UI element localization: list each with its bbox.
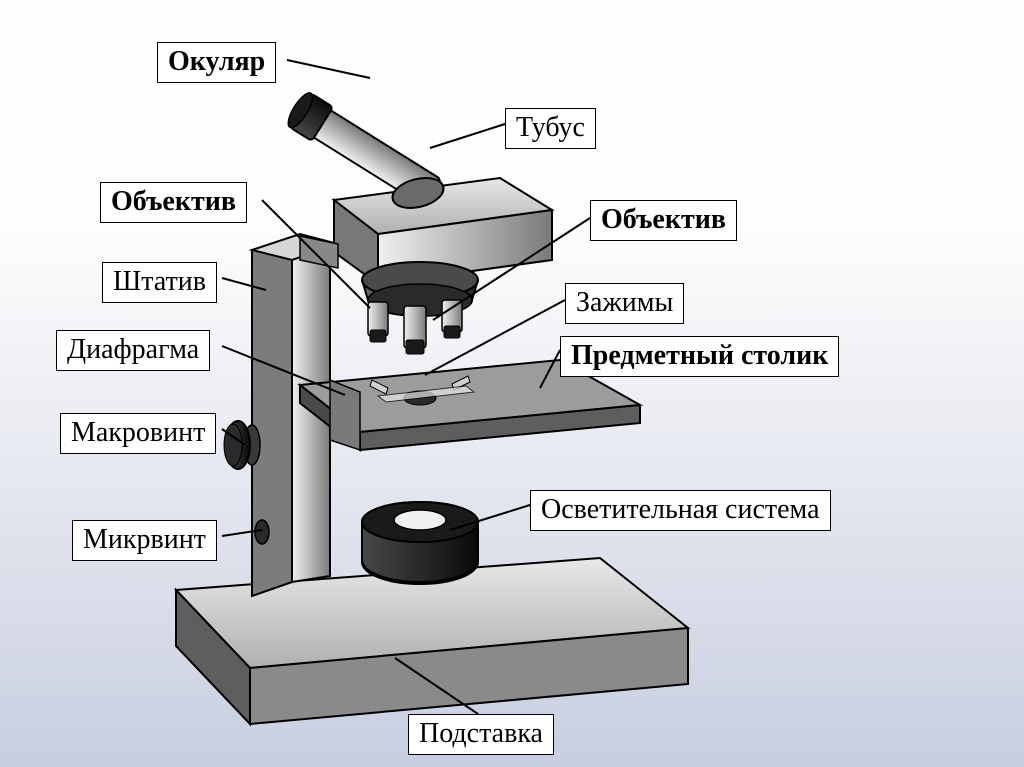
label-coarse-knob: Макровинт [60,413,216,454]
label-eyepiece: Окуляр [157,42,276,83]
label-stage: Предметный столик [560,336,839,377]
label-tube: Тубус [505,108,596,149]
fine-knob [255,520,269,544]
stage-bracket [330,380,360,450]
label-diaphragm: Диафрагма [56,330,210,371]
label-light-system: Осветительная система [530,490,831,531]
label-clamps: Зажимы [565,283,684,324]
condenser-lens [394,510,446,530]
label-stand: Штатив [102,262,217,303]
objective-2 [404,306,426,354]
objective-3 [442,300,462,338]
label-objective-right: Объектив [590,200,737,241]
coarse-knob-face [224,424,242,466]
label-objective-left: Объектив [100,182,247,223]
objective-1 [368,302,388,342]
label-footing: Подставка [408,714,554,755]
label-fine-knob: Микрвинт [72,520,217,561]
